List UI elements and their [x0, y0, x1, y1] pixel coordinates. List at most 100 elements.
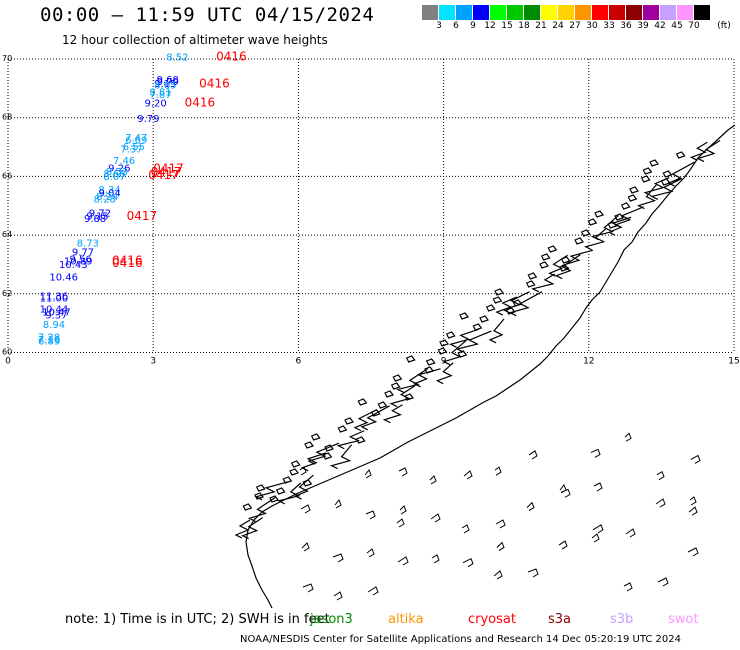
color-swatch — [507, 5, 524, 20]
color-scale-tick: 24 — [552, 21, 564, 31]
wave-height-value: 9.88 — [84, 214, 106, 225]
wave-height-value: 7.28 — [38, 332, 60, 343]
color-swatch — [694, 5, 711, 20]
lat-tick-label: 70 — [2, 54, 12, 63]
lat-tick-label: 64 — [2, 230, 12, 239]
credit-line: NOAA/NESDIS Center for Satellite Applica… — [240, 634, 682, 645]
satellite-legend-item: s3b — [610, 612, 634, 627]
color-swatch — [626, 5, 643, 20]
coastline-islands — [242, 151, 686, 511]
lat-lon-grid — [7, 58, 735, 353]
wave-height-value: 10.44 — [40, 305, 69, 316]
lon-tick-label: 3 — [150, 357, 156, 367]
satellite-legend-item: altika — [388, 612, 424, 627]
wave-height-value: 9.15 — [86, 212, 108, 223]
color-swatch — [422, 5, 439, 20]
color-scale-tick: 33 — [603, 21, 615, 31]
color-scale-tick: 42 — [654, 21, 666, 31]
wave-height-value: 7.37 — [120, 144, 142, 155]
color-swatch — [490, 5, 507, 20]
wave-height-value: 9.04 — [99, 188, 121, 199]
wave-height-value: 10.46 — [49, 272, 78, 283]
lat-tick-label: 68 — [2, 113, 12, 122]
wave-height-value: 11.36 — [40, 291, 69, 302]
color-scale-tick: 30 — [586, 21, 598, 31]
color-scale-tick: 15 — [501, 21, 513, 31]
color-swatch — [473, 5, 490, 20]
wave-height-value: 7.47 — [125, 133, 147, 144]
wave-height-value: 7.46 — [113, 156, 135, 167]
wave-height-value: 8.24 — [96, 192, 118, 203]
pass-date-label: 0416 — [112, 256, 143, 270]
color-scale-tick: 70 — [688, 21, 700, 31]
map-subtitle: 12 hour collection of altimeter wave hei… — [62, 33, 328, 47]
wave-height-value: 6.55 — [123, 142, 145, 153]
color-swatch — [677, 5, 694, 20]
wave-height-value: 8.34 — [99, 185, 121, 196]
lon-tick-label: 9 — [441, 357, 447, 367]
wave-height-value: 9.72 — [89, 209, 111, 220]
wave-height-value: 8.28 — [94, 195, 116, 206]
lon-tick-label: 0 — [5, 357, 11, 367]
color-scale-tick: 36 — [620, 21, 632, 31]
wave-height-value: 9.15 — [154, 79, 176, 90]
wave-height-value: 8.52 — [166, 52, 188, 63]
wave-height-value: 7.87 — [149, 90, 171, 101]
wave-height-value: 9.77 — [72, 248, 94, 259]
pass-date-label: 0416 — [112, 253, 143, 267]
wave-height-value: 8.68 — [103, 169, 125, 180]
color-scale-tick: 39 — [637, 21, 649, 31]
wave-height-value: 6.69 — [125, 136, 147, 147]
lat-tick-label: 60 — [2, 348, 12, 357]
color-swatch — [575, 5, 592, 20]
footnote: note: 1) Time is in UTC; 2) SWH is in fe… — [65, 612, 330, 627]
wave-height-value: 8.81 — [149, 88, 171, 99]
satellite-legend-item: swot — [668, 612, 699, 627]
color-swatch — [524, 5, 541, 20]
wave-height-value: 8.53 — [106, 167, 128, 178]
wave-height-value: 10.43 — [59, 260, 88, 271]
wave-height-value: 9.79 — [137, 114, 159, 125]
wave-height-value: 9.20 — [144, 98, 166, 109]
color-scale-tick: 18 — [518, 21, 530, 31]
color-swatch — [541, 5, 558, 20]
lat-tick-label: 62 — [2, 289, 12, 298]
color-scale-unit: (ft) — [717, 21, 731, 31]
wave-height-value: 9.68 — [157, 75, 179, 86]
wave-height-value: 9.37 — [45, 310, 67, 321]
pass-date-label: 0416 — [199, 76, 230, 90]
pass-date-label: 0416 — [185, 95, 216, 109]
color-scale-tick: 12 — [484, 21, 496, 31]
lat-tick-label: 66 — [2, 171, 12, 180]
wave-height-value: 8.73 — [77, 238, 99, 249]
color-scale-bar — [422, 5, 711, 20]
color-swatch — [660, 5, 677, 20]
wave-height-value: 11.00 — [40, 294, 69, 305]
wave-height-observations: 8.529.689.799.158.658.817.879.209.797.47… — [38, 52, 189, 347]
color-swatch — [558, 5, 575, 20]
wave-height-value: 8.94 — [43, 320, 65, 331]
wave-height-value: 10.89 — [64, 257, 93, 268]
color-scale-tick: 9 — [470, 21, 476, 31]
color-swatch — [439, 5, 456, 20]
satellite-legend-item: cryosat — [468, 612, 516, 627]
pass-date-label: 0417 — [153, 162, 184, 176]
wave-height-value: 8.07 — [103, 172, 125, 183]
wave-height-value: 8.65 — [154, 81, 176, 92]
wave-height-value: 9.26 — [108, 164, 130, 175]
lon-tick-label: 12 — [583, 357, 594, 367]
wave-height-value: 9.79 — [157, 77, 179, 88]
pass-date-label: 0416 — [216, 49, 247, 63]
color-swatch — [592, 5, 609, 20]
pass-date-label: 0417 — [127, 209, 158, 223]
color-scale-tick: 3 — [436, 21, 442, 31]
color-scale-tick: 45 — [671, 21, 683, 31]
color-swatch — [609, 5, 626, 20]
color-scale-tick: 6 — [453, 21, 459, 31]
color-swatch — [456, 5, 473, 20]
color-scale-tick: 21 — [535, 21, 547, 31]
lon-tick-label: 6 — [296, 357, 302, 367]
norway-coastline — [234, 124, 736, 609]
